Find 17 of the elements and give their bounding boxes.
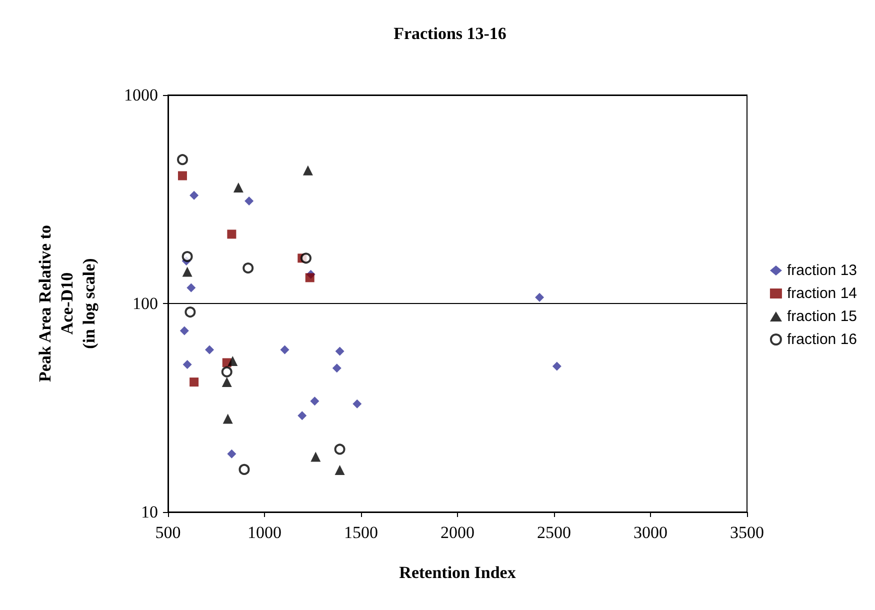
legend-label: fraction 13 bbox=[786, 262, 858, 279]
x-tick-label: 1500 bbox=[344, 523, 378, 542]
y-tick-label: 1000 bbox=[124, 86, 158, 104]
x-axis-title: Retention Index bbox=[399, 563, 516, 582]
y-tick-label: 10 bbox=[141, 502, 158, 522]
x-tick-label: 2500 bbox=[537, 523, 571, 542]
y-axis-title: Peak Area Relative to Ace-D10 (in log scale) bbox=[36, 225, 98, 382]
x-tick-label: 3500 bbox=[730, 523, 764, 542]
chart-title: Fractions 13-16 bbox=[394, 24, 506, 43]
x-tick-label: 1000 bbox=[248, 523, 282, 542]
legend-label: fraction 15 bbox=[786, 308, 858, 325]
x-tick-label: 500 bbox=[155, 523, 181, 542]
legend-label: fraction 16 bbox=[786, 331, 858, 348]
y-tick-label: 100 bbox=[132, 294, 158, 313]
x-tick-label: 2000 bbox=[440, 523, 474, 542]
x-tick-label: 3000 bbox=[634, 523, 668, 542]
legend-label: fraction 14 bbox=[786, 285, 858, 302]
